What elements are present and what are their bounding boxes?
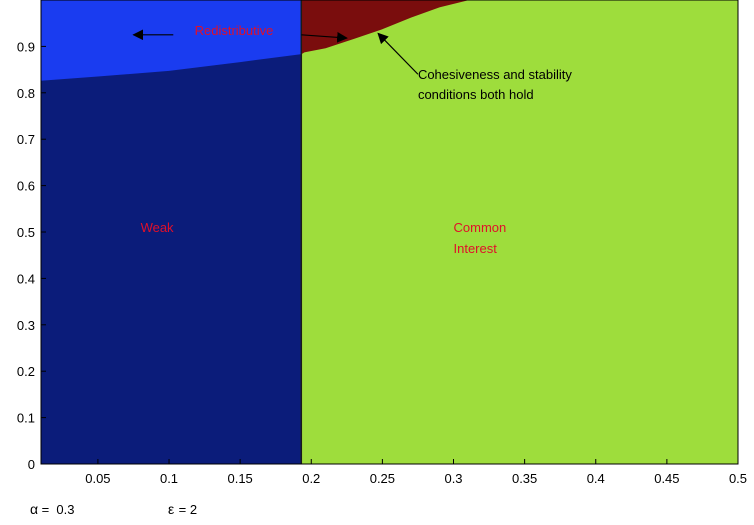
- x-tick-label: 0.25: [370, 471, 395, 486]
- y-tick-label: 0: [28, 457, 35, 472]
- y-axis: 0 0.1 0.2 0.3 0.4 0.5 0.6 0.7 0.8 0.9: [17, 39, 46, 472]
- y-tick-label: 0.1: [17, 411, 35, 426]
- y-tick-label: 0.3: [17, 318, 35, 333]
- label-redistributive: Redistributive: [195, 23, 274, 38]
- label-common-1: Common: [454, 220, 507, 235]
- y-tick-label: 0.8: [17, 86, 35, 101]
- y-tick-label: 0.9: [17, 39, 35, 54]
- parameter-footnote: α = 0.3 ε = 2: [30, 501, 197, 517]
- arrow-cohesive: [377, 32, 419, 75]
- x-tick-label: 0.3: [444, 471, 462, 486]
- x-tick-label: 0.45: [654, 471, 679, 486]
- label-cohesive-2: conditions both hold: [418, 87, 534, 102]
- y-tick-label: 0.5: [17, 225, 35, 240]
- y-tick-label: 0.2: [17, 364, 35, 379]
- region-weak: [41, 53, 302, 464]
- label-common-2: Interest: [454, 241, 498, 256]
- x-axis: 0.05 0.1 0.15 0.2 0.25 0.3 0.35 0.4 0.45 0.5: [85, 459, 747, 486]
- epsilon-symbol: ε: [168, 501, 174, 517]
- x-tick-label: 0.35: [512, 471, 537, 486]
- arrow-to-red: [301, 31, 348, 43]
- x-tick-label: 0.2: [302, 471, 320, 486]
- region-layer: [41, 0, 738, 464]
- x-tick-label: 0.1: [160, 471, 178, 486]
- x-tick-label: 0.5: [729, 471, 747, 486]
- annotation-labels: Redistributive Weak Common Interest Cohesive…: [141, 23, 573, 256]
- alpha-value: = 0.3: [38, 502, 75, 517]
- region-redistributive: [41, 0, 302, 81]
- epsilon-value: = 2: [175, 502, 197, 517]
- label-weak: Weak: [141, 220, 174, 235]
- x-tick-label: 0.4: [587, 471, 605, 486]
- y-tick-label: 0.4: [17, 271, 35, 286]
- label-cohesive-1: Cohesiveness and stability: [418, 67, 572, 82]
- annotation-arrows: [132, 29, 419, 75]
- y-tick-label: 0.6: [17, 179, 35, 194]
- x-tick-label: 0.15: [227, 471, 252, 486]
- alpha-symbol: α: [30, 501, 38, 517]
- x-tick-label: 0.05: [85, 471, 110, 486]
- y-tick-label: 0.7: [17, 132, 35, 147]
